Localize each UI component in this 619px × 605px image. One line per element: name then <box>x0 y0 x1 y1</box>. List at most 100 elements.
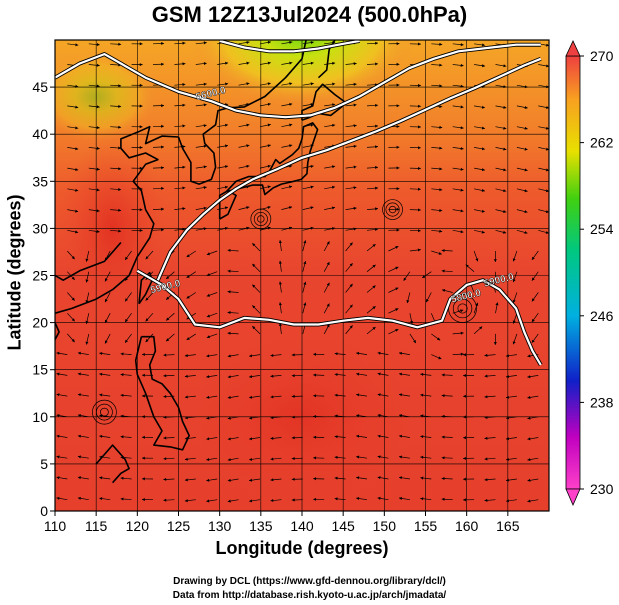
streamline-arrowhead <box>139 83 143 87</box>
streamline-arrowhead <box>163 457 167 461</box>
streamline-arrowhead <box>310 82 314 86</box>
streamline-arrowhead <box>441 435 445 439</box>
streamline-arrowhead <box>396 207 400 211</box>
streamline-arrowhead <box>310 226 314 230</box>
streamline-arrowhead <box>163 353 167 357</box>
streamline-arrowhead <box>249 437 253 441</box>
streamline-arrowhead <box>506 375 509 378</box>
streamline-arrowhead <box>77 455 81 459</box>
streamline-arrowhead <box>203 103 207 107</box>
streamline-arrowhead <box>278 302 282 306</box>
streamline-arrowhead <box>163 436 167 440</box>
streamline-arrowhead <box>246 206 250 210</box>
streamline-arrowhead <box>71 297 75 301</box>
streamline-arrowhead <box>145 256 149 260</box>
streamline-arrowhead <box>206 499 210 503</box>
streamline-arrowhead <box>142 373 145 377</box>
streamline-arrowhead <box>377 413 381 417</box>
streamline-arrowhead <box>531 339 535 343</box>
streamline-arrowhead <box>77 414 81 417</box>
streamline-arrowhead <box>246 226 250 230</box>
streamline-arrowhead <box>420 414 424 418</box>
streamline-arrowhead <box>356 351 360 355</box>
streamline-arrowhead <box>289 206 293 209</box>
streamline-arrowhead <box>206 252 210 256</box>
streamline-arrowhead <box>99 352 103 355</box>
streamline-arrowhead <box>246 82 250 86</box>
streamline-arrowhead <box>356 476 360 480</box>
streamline-arrowhead <box>484 436 488 440</box>
streamline-arrowhead <box>546 147 549 151</box>
streamline-arrowhead <box>356 434 360 438</box>
streamline-arrowhead <box>291 353 295 357</box>
streamline-arrowhead <box>182 145 186 149</box>
x-tick-label: 110 <box>44 518 67 534</box>
streamline-arrowhead <box>439 229 443 233</box>
streamline-arrowhead <box>182 124 186 128</box>
streamline-arrowhead <box>313 394 317 398</box>
streamline-arrowhead <box>267 164 271 168</box>
y-tick-label: 35 <box>32 173 48 189</box>
colorbar-ticks: 270 262 254 246 238 230 <box>580 48 614 497</box>
streamline-arrowhead <box>326 324 330 328</box>
streamline-arrowhead <box>161 228 164 232</box>
streamline-arrowhead <box>270 436 274 440</box>
colorbar: 270 262 254 246 238 230 <box>565 40 614 506</box>
streamline-arrowhead <box>353 103 357 107</box>
streamline-arrowhead <box>249 354 253 358</box>
streamline-arrowhead <box>399 414 402 418</box>
streamline-arrowhead <box>418 229 421 233</box>
streamline-arrowhead <box>527 458 531 462</box>
streamline-arrowhead <box>418 187 421 191</box>
streamline-arrowhead <box>163 477 167 481</box>
streamline-arrowhead <box>118 42 122 46</box>
eddy-ring <box>382 199 403 220</box>
streamline-arrowhead <box>460 167 464 171</box>
streamline-arrowhead <box>463 477 466 481</box>
streamline-arrowhead <box>503 64 507 68</box>
eddy-ring <box>452 298 473 319</box>
streamline-arrowhead <box>184 478 188 482</box>
streamline-arrowhead <box>56 476 60 480</box>
streamline-arrowhead <box>56 372 60 376</box>
streamline-arrowhead <box>441 373 445 377</box>
streamline-arrowhead <box>203 165 207 169</box>
streamline-arrowhead <box>481 147 485 151</box>
streamline-arrowhead <box>463 374 466 377</box>
streamline-arrowhead <box>506 499 509 503</box>
streamline-arrowhead <box>546 64 549 68</box>
streamline-arrowhead <box>96 126 100 130</box>
streamline-arrowhead <box>460 309 464 313</box>
streamline-arrowhead <box>252 243 256 247</box>
streamline-arrowhead <box>313 497 317 501</box>
streamline-arrowhead <box>375 103 378 107</box>
streamline-arrowhead <box>206 293 210 297</box>
streamline-arrowhead <box>417 248 421 252</box>
streamline-arrowhead <box>303 281 307 285</box>
streamline-arrowhead <box>85 258 89 262</box>
streamline-arrowhead <box>139 125 143 129</box>
streamline-arrowhead <box>203 62 207 66</box>
streamline-arrowhead <box>267 40 271 44</box>
streamline-arrowhead <box>403 277 407 281</box>
eddy-ring <box>250 208 272 230</box>
x-tick-label: 140 <box>290 518 314 534</box>
x-tick-label: 150 <box>373 518 397 534</box>
eddy-ring <box>96 403 113 421</box>
streamline-arrowhead <box>206 458 210 461</box>
streamline-arrowhead <box>396 145 400 149</box>
streamlines <box>56 40 549 503</box>
streamline-arrowhead <box>118 125 122 129</box>
eddy-ring <box>457 303 468 314</box>
streamline-arrowhead <box>442 289 446 292</box>
streamline-arrowhead <box>527 395 531 399</box>
streamline-arrowhead <box>125 339 128 343</box>
streamline-arrowhead <box>278 323 282 326</box>
streamline-arrowhead <box>441 414 445 418</box>
streamline-arrowhead <box>484 478 488 482</box>
streamline-arrowhead <box>184 354 188 358</box>
y-tick-label: 15 <box>32 362 48 378</box>
colorbar-tick-label: 270 <box>590 48 614 64</box>
streamline-arrowhead <box>524 168 528 172</box>
streamline-arrowhead <box>524 126 528 130</box>
